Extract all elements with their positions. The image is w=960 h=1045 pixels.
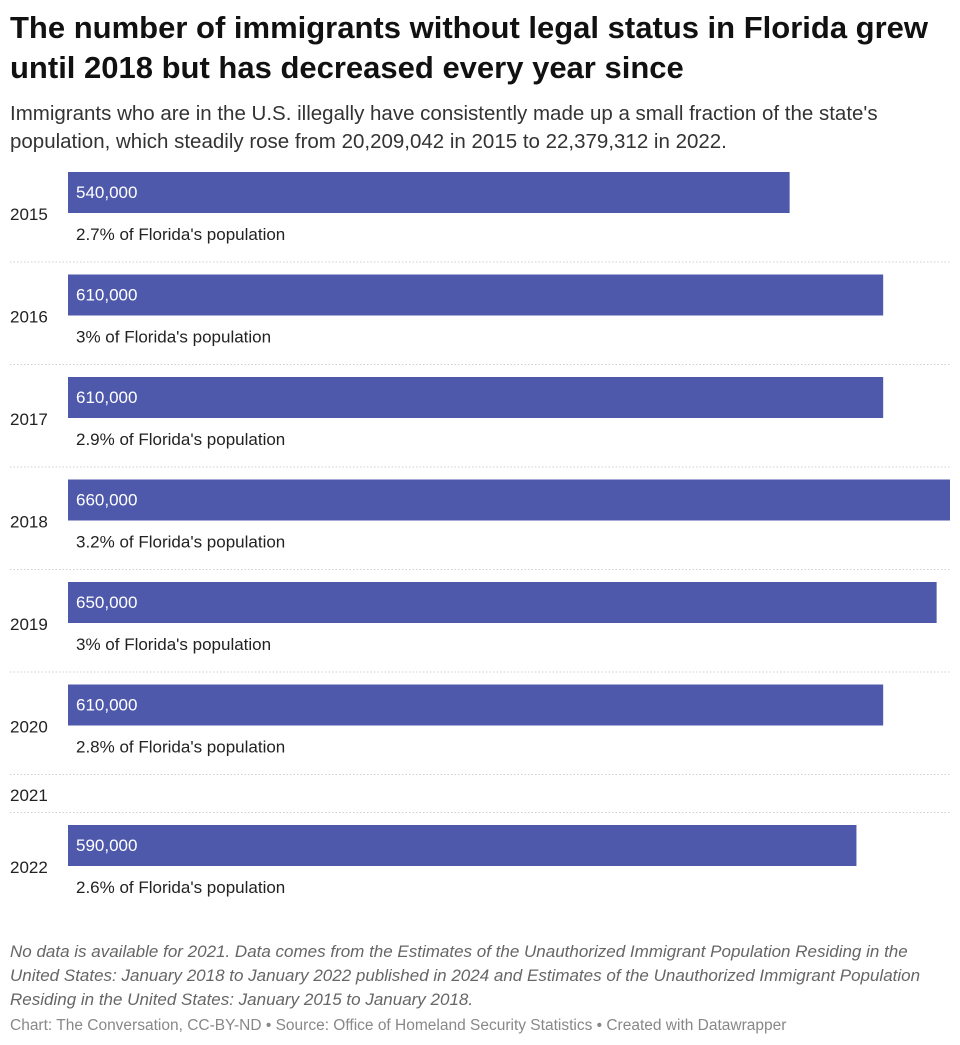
bar	[68, 582, 937, 623]
category-label: 2021	[10, 786, 48, 805]
chart-title: The number of immigrants without legal s…	[10, 10, 929, 85]
annotation-label: 2.6% of Florida's population	[76, 878, 285, 897]
bar	[68, 684, 884, 726]
category-label: 2016	[10, 308, 48, 327]
value-label: 590,000	[76, 836, 137, 855]
annotation-label: 2.9% of Florida's population	[76, 430, 285, 449]
category-label: 2018	[10, 513, 48, 532]
annotation-label: 3.2% of Florida's population	[76, 533, 285, 552]
category-label: 2022	[10, 858, 48, 877]
bar-row: 2016 610,000 3% of Florida's population	[10, 274, 950, 365]
bar-row: 2017 610,000 2.9% of Florida's population	[10, 377, 950, 468]
bar	[68, 479, 950, 521]
value-label: 660,000	[76, 491, 137, 510]
chart-credits: Chart: The Conversation, CC-BY-ND • Sour…	[10, 1017, 787, 1034]
annotation-label: 3% of Florida's population	[76, 328, 271, 347]
annotation-label: 2.8% of Florida's population	[76, 738, 285, 757]
bar-row: 2015 540,000 2.7% of Florida's population	[10, 172, 950, 263]
bar-row: 2020 610,000 2.8% of Florida's population	[10, 684, 950, 775]
value-label: 650,000	[76, 593, 137, 612]
bar	[68, 377, 884, 418]
annotation-label: 3% of Florida's population	[76, 635, 271, 654]
bar-row: 2021	[10, 786, 950, 813]
category-label: 2019	[10, 615, 48, 634]
category-label: 2015	[10, 205, 48, 224]
bar-row: 2018 660,000 3.2% of Florida's population	[10, 479, 950, 570]
bar	[68, 274, 884, 316]
value-label: 610,000	[76, 696, 137, 715]
value-label: 540,000	[76, 183, 137, 202]
bar	[68, 825, 857, 866]
chart-notes: No data is available for 2021. Data come…	[10, 942, 921, 1009]
bar-row: 2019 650,000 3% of Florida's population	[10, 582, 950, 673]
annotation-label: 2.7% of Florida's population	[76, 225, 285, 244]
value-label: 610,000	[76, 286, 137, 305]
value-label: 610,000	[76, 388, 137, 407]
category-label: 2017	[10, 410, 48, 429]
bar	[68, 172, 790, 213]
category-label: 2020	[10, 718, 48, 737]
chart-subtitle: Immigrants who are in the U.S. illegally…	[10, 102, 878, 153]
bar-row: 2022 590,000 2.6% of Florida's population	[10, 825, 857, 897]
